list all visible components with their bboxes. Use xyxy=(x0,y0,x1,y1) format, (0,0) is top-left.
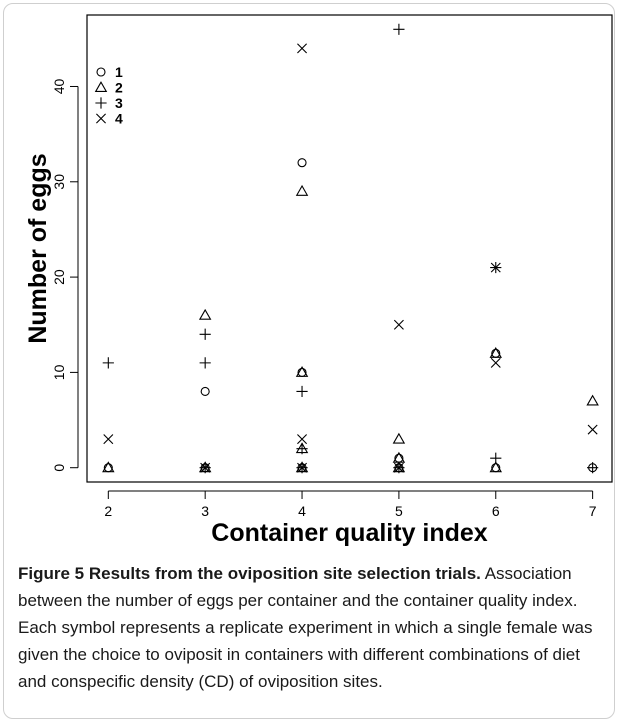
point-series-2 xyxy=(295,365,309,377)
point-series-2 xyxy=(586,394,599,406)
legend-label-4: 4 xyxy=(115,111,123,127)
point-series-4 xyxy=(200,462,211,473)
x-tick-label: 4 xyxy=(298,503,306,519)
y-tick-label: 0 xyxy=(51,464,67,472)
y-tick-label: 10 xyxy=(51,364,67,380)
data-points xyxy=(102,23,599,474)
point-series-4 xyxy=(587,424,598,435)
point-series-4 xyxy=(297,43,308,54)
legend-marker-3 xyxy=(95,97,107,109)
point-series-3 xyxy=(102,357,114,369)
point-series-3 xyxy=(199,357,211,369)
x-tick-label: 6 xyxy=(492,503,500,519)
point-series-3 xyxy=(199,328,211,340)
point-series-2 xyxy=(489,461,503,473)
legend-label-1: 1 xyxy=(115,64,123,80)
x-tick-label: 2 xyxy=(104,503,112,519)
point-series-4 xyxy=(103,434,114,445)
x-tick-label: 3 xyxy=(201,503,209,519)
x-tick-label: 5 xyxy=(395,503,403,519)
point-series-3 xyxy=(296,443,308,455)
point-series-4 xyxy=(297,462,308,473)
point-series-2 xyxy=(295,184,309,196)
figure-caption: Figure 5 Results from the oviposition si… xyxy=(18,560,603,695)
point-series-4 xyxy=(393,462,404,473)
point-series-2 xyxy=(392,432,406,444)
legend-marker-1 xyxy=(96,67,106,77)
point-series-4 xyxy=(490,262,501,273)
plot-area xyxy=(86,14,613,483)
legend-marker-4 xyxy=(96,113,106,124)
y-tick-label: 30 xyxy=(51,174,67,190)
point-series-2 xyxy=(198,308,212,320)
x-axis: 2 3 4 5 6 7 xyxy=(104,490,597,519)
point-series-3 xyxy=(587,462,599,474)
point-series-3 xyxy=(393,23,405,35)
point-series-3 xyxy=(296,385,308,398)
y-tick-label: 40 xyxy=(51,78,67,94)
point-series-4 xyxy=(297,434,308,445)
caption-body: Association between the number of eggs p… xyxy=(18,564,593,691)
legend-label-3: 3 xyxy=(115,95,123,111)
y-axis: 0 10 20 30 40 xyxy=(51,78,79,472)
y-tick-label: 20 xyxy=(51,269,67,285)
y-axis-label: Number of eggs xyxy=(24,153,52,343)
point-series-2 xyxy=(102,461,115,473)
point-series-1 xyxy=(297,158,307,168)
point-series-1 xyxy=(200,386,210,397)
caption-title: Figure 5 Results from the oviposition si… xyxy=(18,564,481,583)
legend-marker-2 xyxy=(94,81,108,93)
x-axis-label: Container quality index xyxy=(211,519,488,547)
point-series-4 xyxy=(393,319,404,330)
legend-label-2: 2 xyxy=(115,80,123,96)
x-tick-label: 7 xyxy=(589,503,597,519)
point-series-3 xyxy=(490,452,502,464)
point-series-2 xyxy=(489,346,503,358)
point-series-4 xyxy=(490,357,501,368)
